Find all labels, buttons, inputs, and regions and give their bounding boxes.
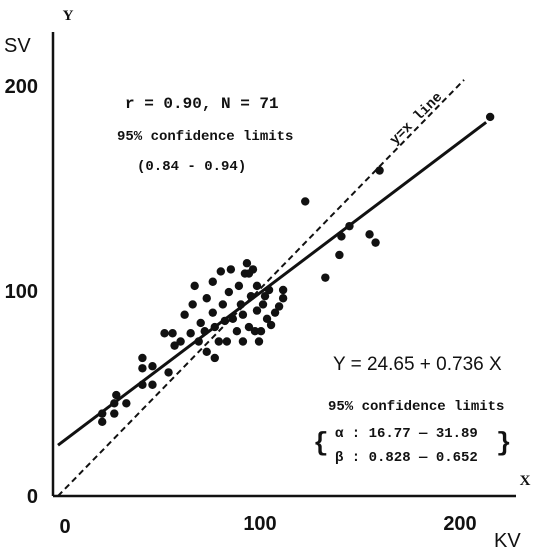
data-point-47 (250, 327, 260, 336)
data-point-33 (222, 337, 232, 346)
data-point-69 (485, 112, 495, 122)
data-point-20 (194, 337, 203, 346)
data-point-3 (110, 399, 119, 408)
data-point-48 (252, 306, 262, 315)
x-tick-label-100: 100 (243, 513, 276, 535)
data-point-16 (180, 310, 189, 319)
data-point-67 (371, 238, 380, 247)
regression-line (57, 121, 488, 447)
identity-line (57, 79, 465, 497)
data-point-24 (202, 294, 211, 303)
data-point-60 (278, 294, 288, 303)
data-point-50 (254, 337, 264, 346)
data-point-11 (160, 329, 169, 338)
data-point-17 (186, 329, 195, 338)
y-axis-label: SV (4, 35, 31, 57)
x-axis-label: KV (494, 530, 521, 552)
data-point-39 (236, 300, 246, 309)
data-point-52 (258, 300, 268, 309)
data-point-38 (234, 281, 244, 291)
data-point-10 (148, 362, 157, 371)
regression-equation: Y = 24.65 + 0.736 X (333, 354, 502, 375)
data-point-15 (176, 337, 185, 346)
y-tick-label-100: 100 (5, 281, 38, 303)
x-tick-label-0: 0 (59, 516, 70, 538)
data-points (98, 112, 495, 427)
data-point-37 (232, 327, 242, 336)
data-point-6 (138, 380, 147, 389)
data-point-49 (252, 281, 262, 291)
data-point-30 (216, 267, 226, 276)
data-point-40 (238, 310, 248, 319)
correlation-text: r = 0.90, N = 71 (125, 95, 279, 113)
data-point-27 (210, 322, 219, 332)
data-point-7 (138, 364, 147, 373)
data-point-68 (375, 166, 384, 175)
data-point-2 (110, 409, 119, 418)
data-point-59 (278, 285, 288, 295)
data-point-65 (345, 221, 354, 231)
data-point-45 (246, 291, 256, 301)
data-point-19 (190, 281, 199, 291)
data-point-28 (210, 353, 219, 363)
y-axis-letter: Y (63, 8, 74, 24)
regression-beta: β : 0.828 — 0.652 (335, 450, 478, 466)
data-point-23 (202, 347, 211, 356)
data-point-51 (256, 327, 266, 336)
data-point-9 (148, 380, 157, 389)
data-point-62 (321, 273, 330, 282)
data-point-13 (168, 329, 177, 338)
data-point-70 (244, 269, 254, 278)
data-point-4 (112, 390, 121, 400)
data-point-55 (264, 285, 274, 295)
data-point-64 (337, 232, 346, 241)
data-point-54 (262, 314, 272, 324)
data-point-44 (244, 322, 254, 332)
data-point-31 (218, 300, 228, 309)
data-point-63 (335, 250, 344, 260)
data-point-8 (138, 353, 147, 363)
data-point-36 (228, 314, 238, 324)
identity-line-label: y=x line (387, 90, 446, 149)
regression-conf-title: 95% confidence limits (328, 399, 504, 415)
data-point-21 (196, 318, 205, 328)
data-point-12 (164, 368, 173, 377)
data-point-0 (98, 417, 107, 427)
data-point-58 (274, 302, 284, 311)
data-point-14 (170, 341, 179, 350)
data-point-1 (98, 409, 107, 418)
data-point-35 (226, 265, 236, 274)
data-point-25 (208, 308, 217, 317)
y-tick-label-200: 200 (5, 76, 38, 98)
data-point-18 (188, 300, 197, 309)
data-point-66 (365, 230, 374, 239)
data-point-41 (238, 337, 248, 346)
data-point-5 (122, 399, 131, 408)
x-tick-label-200: 200 (443, 513, 476, 535)
data-point-29 (214, 337, 223, 346)
correlation-conf-title: 95% confidence limits (117, 129, 293, 145)
data-point-56 (266, 320, 276, 330)
data-point-26 (208, 277, 217, 286)
y-tick-label-0: 0 (27, 486, 38, 508)
data-point-61 (301, 197, 310, 206)
correlation-conf-range: (0.84 - 0.94) (137, 159, 246, 175)
data-point-34 (224, 287, 234, 297)
data-point-57 (270, 308, 280, 317)
regression-brace-close: } (496, 428, 512, 458)
regression-brace-open: { (313, 428, 329, 458)
data-point-22 (200, 327, 209, 336)
data-point-43 (242, 259, 252, 268)
data-point-32 (220, 316, 230, 326)
regression-alpha: α : 16.77 — 31.89 (335, 426, 478, 442)
x-axis-letter: X (520, 473, 531, 489)
data-point-53 (260, 291, 270, 301)
